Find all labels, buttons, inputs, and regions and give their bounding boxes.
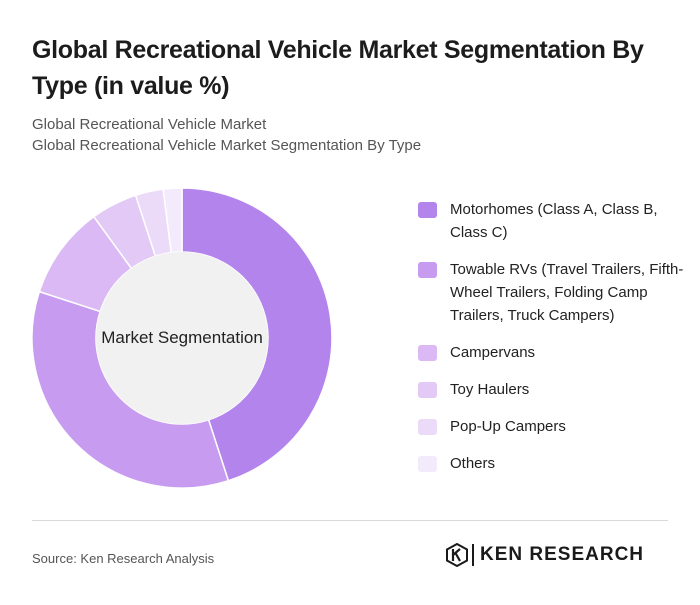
legend-item: Others	[418, 452, 688, 475]
legend-swatch	[418, 419, 437, 435]
legend-label: Others	[450, 455, 496, 472]
footer-divider	[32, 520, 668, 521]
legend-label: Pop-Up Campers	[450, 418, 566, 435]
logo-text: KEN RESEARCH	[480, 544, 645, 565]
legend-swatch	[418, 456, 437, 472]
legend-label: Toy Haulers	[450, 381, 530, 398]
legend-swatch	[418, 345, 437, 361]
legend-swatch	[418, 202, 437, 218]
legend-item: Pop-Up Campers	[418, 415, 688, 438]
legend-item: Campervans	[418, 341, 688, 364]
source-note: Source: Ken Research Analysis	[32, 551, 215, 566]
legend-swatch	[418, 382, 437, 398]
legend-item: Motorhomes (Class A, Class B, Class C)	[418, 198, 688, 244]
donut-hole	[96, 252, 268, 424]
legend-item: Towable RVs (Travel Trailers, Fifth-Whee…	[418, 258, 688, 327]
legend-label: Motorhomes (Class A, Class B, Class C)	[450, 201, 658, 241]
subtitle-line-1: Global Recreational Vehicle Market	[32, 116, 267, 133]
legend-label: Campervans	[450, 344, 536, 361]
ken-research-logo: KEN RESEARCH	[446, 543, 644, 567]
subtitle-line-2: Global Recreational Vehicle Market Segme…	[32, 137, 422, 154]
chart-title: Global Recreational Vehicle Market Segme…	[32, 36, 644, 100]
chart-subtitle: Global Recreational Vehicle Market Globa…	[32, 114, 672, 156]
donut-svg	[31, 187, 333, 489]
legend-label: Towable RVs (Travel Trailers, Fifth-Whee…	[450, 261, 684, 324]
donut-chart: Market Segmentation	[30, 186, 334, 490]
legend-item: Toy Haulers	[418, 378, 688, 401]
chart-legend: Motorhomes (Class A, Class B, Class C) To…	[418, 198, 688, 489]
legend-swatch	[418, 262, 437, 278]
ken-research-logo-icon	[446, 543, 468, 567]
logo-separator	[472, 544, 474, 566]
